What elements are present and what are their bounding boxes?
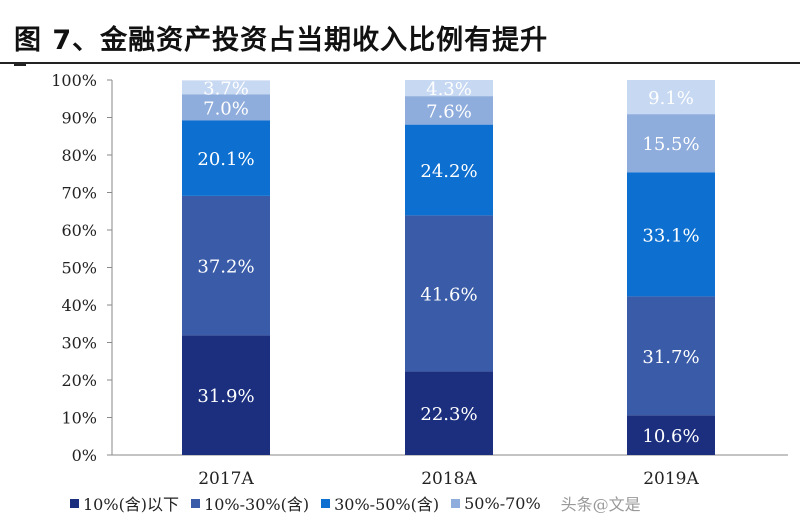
y-tick-label: 40%	[61, 296, 97, 315]
bar-segment	[627, 296, 715, 416]
data-label: 41.6%	[420, 284, 477, 305]
y-tick-label: 80%	[61, 146, 97, 165]
y-tick-label: 50%	[61, 259, 97, 278]
bar-segment	[405, 124, 493, 216]
bar-segment	[182, 94, 270, 121]
legend-item-10-30: 10%-30%(含)	[191, 491, 309, 515]
bar-segment	[182, 335, 270, 455]
data-label: 10.6%	[642, 426, 699, 447]
data-label: 3.7%	[203, 78, 249, 99]
legend-item-0-10: 10%(含)以下	[70, 491, 179, 515]
data-label: 22.3%	[420, 404, 477, 425]
bar-segment	[627, 80, 715, 115]
legend-swatch-10-30	[191, 498, 201, 508]
bar-segment	[182, 120, 270, 196]
legend-swatch-50-70	[451, 498, 461, 508]
y-tick-label: 10%	[61, 409, 97, 428]
data-label: 4.3%	[426, 79, 472, 100]
data-label: 9.1%	[648, 88, 694, 109]
y-tick-label: 90%	[61, 109, 97, 128]
y-tick-label: 30%	[61, 334, 97, 353]
data-label: 7.0%	[203, 98, 249, 119]
x-tick-label: 2018A	[421, 469, 477, 489]
legend-swatch-0-10	[70, 498, 79, 508]
x-tick-label: 2019A	[643, 469, 699, 489]
bar-segment	[405, 80, 493, 97]
bar-segment	[182, 195, 270, 336]
legend-label-10-30: 10%-30%(含)	[204, 495, 310, 514]
chart-title: 图 7、金融资产投资占当期收入比例有提升	[14, 25, 549, 56]
y-tick-label: 60%	[61, 221, 97, 240]
y-tick-label: 0%	[72, 446, 97, 465]
legend-item-50-70: 50%-70%	[451, 494, 541, 513]
bar-segment	[627, 172, 715, 297]
bar-segment	[405, 215, 493, 372]
data-label: 37.2%	[197, 257, 254, 278]
legend-label-30-50: 30%-50%(含)	[334, 495, 440, 514]
y-tick-label: 20%	[61, 371, 97, 390]
bar-segment	[182, 80, 270, 95]
data-label: 24.2%	[420, 161, 477, 182]
watermark: 头条@文是	[561, 491, 641, 515]
legend-label-0-10: 10%(含)以下	[83, 495, 180, 514]
watermark-text: 头条@文是	[560, 495, 641, 514]
x-tick-label: 2017A	[198, 469, 254, 489]
title-divider-tick	[14, 64, 26, 66]
data-label: 33.1%	[642, 225, 699, 246]
bar-segment	[405, 96, 493, 125]
data-label: 7.6%	[426, 101, 472, 122]
legend-item-30-50: 30%-50%(含)	[321, 491, 439, 515]
data-label: 31.9%	[197, 386, 254, 407]
bar-segment	[627, 114, 715, 173]
y-tick-label: 70%	[61, 184, 97, 203]
legend-label-50-70: 50%-70%	[464, 493, 541, 513]
chart-legend: 10%(含)以下 10%-30%(含) 30%-50%(含) 50%-70% 头…	[70, 491, 653, 515]
y-tick-label: 100%	[51, 71, 97, 90]
title-divider	[0, 62, 800, 64]
legend-swatch-30-50	[321, 498, 331, 508]
data-label: 15.5%	[642, 134, 699, 155]
bar-segment	[627, 415, 715, 455]
data-label: 20.1%	[197, 149, 254, 170]
data-label: 31.7%	[642, 347, 699, 368]
bar-segment	[405, 371, 493, 455]
